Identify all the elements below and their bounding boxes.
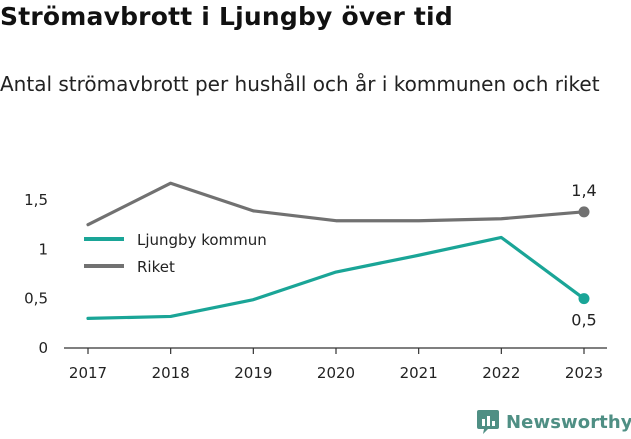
chart-title: Strömavbrott i Ljungby över tid [0, 2, 453, 31]
x-tick-label: 2021 [400, 364, 438, 382]
y-tick-label: 0,5 [24, 290, 48, 308]
x-tick-label: 2020 [317, 364, 355, 382]
x-tick-label: 2022 [482, 364, 520, 382]
x-tick-label: 2023 [565, 364, 603, 382]
legend-label: Riket [137, 258, 175, 276]
newsworthy-logo-icon [477, 410, 499, 434]
x-tick-label: 2017 [69, 364, 107, 382]
end-point-riket [578, 206, 590, 218]
x-tick-label: 2018 [152, 364, 190, 382]
end-value-label-ljungby-kommun: 0,5 [571, 311, 596, 330]
legend-label: Ljungby kommun [137, 231, 267, 249]
end-point-ljungby-kommun [578, 293, 590, 305]
end-value-label-riket: 1,4 [571, 181, 596, 200]
y-tick-label: 1,5 [24, 191, 48, 209]
series-line-riket [86, 181, 586, 227]
x-tick-label: 2019 [234, 364, 272, 382]
brand-logo: Newsworthy [476, 407, 631, 437]
y-tick-label: 0 [38, 339, 48, 357]
series-line-ljungby-kommun [86, 235, 586, 320]
brand-name: Newsworthy [506, 411, 631, 433]
chart-subtitle: Antal strömavbrott per hushåll och år i … [0, 72, 600, 96]
y-tick-label: 1 [38, 240, 48, 258]
